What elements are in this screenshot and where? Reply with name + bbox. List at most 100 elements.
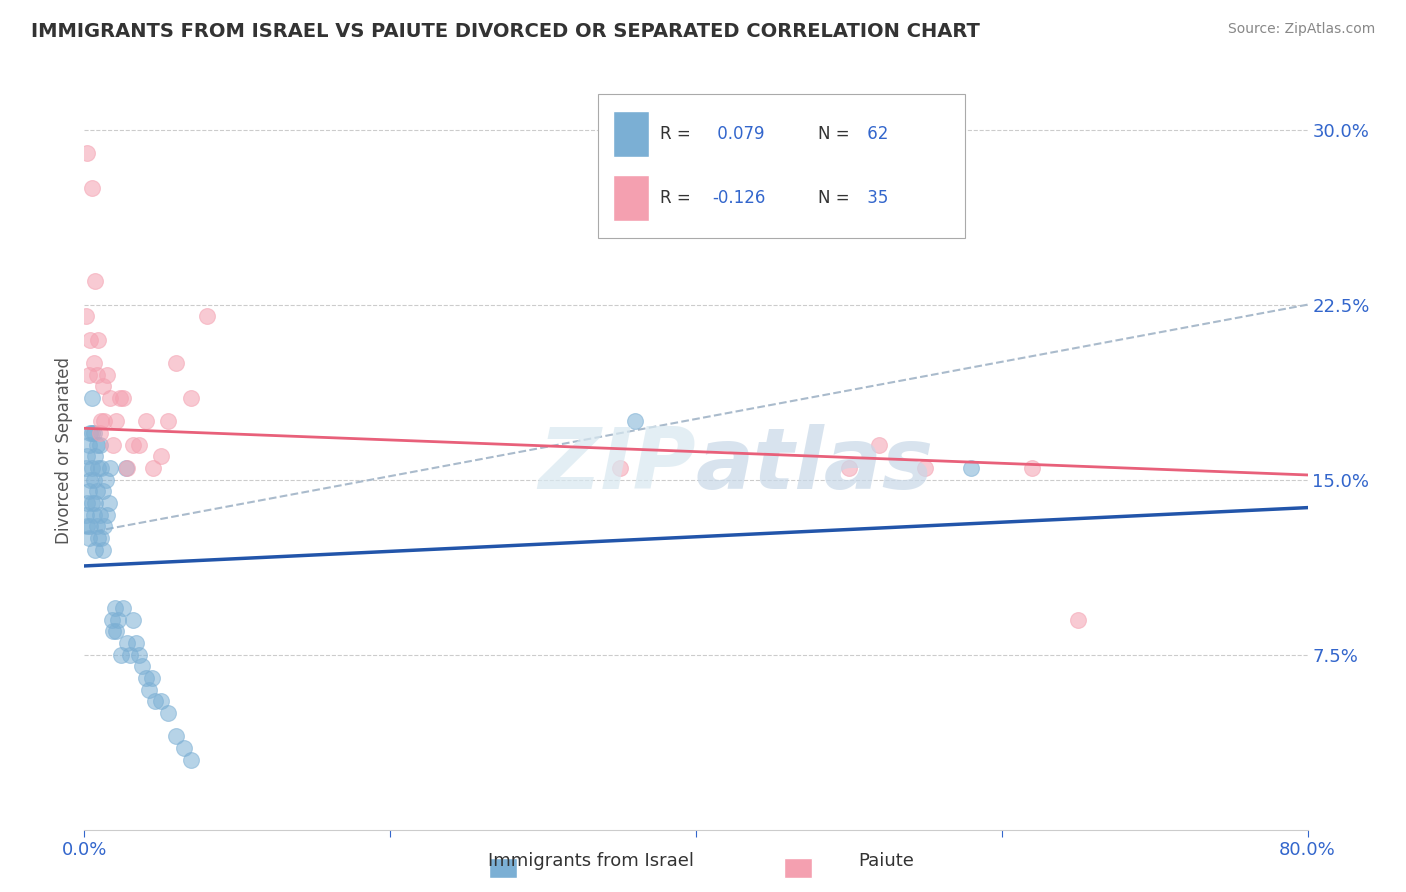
Point — [79, 473, 101, 487]
Point — [79, 333, 101, 347]
Point — [120, 648, 142, 662]
Point — [79, 519, 101, 533]
Point — [83, 473, 105, 487]
Point — [77, 368, 100, 382]
Point — [86, 437, 108, 451]
Point — [122, 437, 145, 451]
Point — [80, 425, 103, 440]
Point — [89, 508, 111, 522]
Point — [80, 181, 103, 195]
Point — [79, 425, 101, 440]
Point — [114, 461, 136, 475]
FancyBboxPatch shape — [489, 858, 517, 878]
Point — [93, 519, 115, 533]
Point — [128, 437, 150, 451]
Point — [195, 310, 218, 324]
Point — [86, 368, 108, 382]
Point — [93, 414, 115, 428]
Point — [87, 531, 110, 545]
Point — [86, 484, 108, 499]
Point — [96, 368, 118, 382]
Text: Source: ZipAtlas.com: Source: ZipAtlas.com — [1227, 22, 1375, 37]
Point — [84, 450, 107, 464]
Point — [76, 519, 98, 533]
Point — [91, 542, 114, 557]
FancyBboxPatch shape — [785, 858, 813, 878]
Point — [87, 333, 110, 347]
Point — [135, 414, 157, 428]
Point — [180, 753, 202, 767]
Point — [173, 740, 195, 755]
Point — [138, 682, 160, 697]
Point — [90, 531, 112, 545]
Point — [87, 461, 110, 475]
Point — [75, 310, 97, 324]
Point — [101, 613, 124, 627]
Point — [97, 496, 120, 510]
Point — [105, 414, 128, 428]
Point — [111, 601, 134, 615]
Point — [91, 484, 114, 499]
Point — [77, 437, 100, 451]
Point — [83, 425, 105, 440]
Point — [125, 636, 148, 650]
Point — [157, 414, 180, 428]
Point — [98, 391, 121, 405]
Point — [83, 356, 105, 370]
Point — [107, 613, 129, 627]
Point — [128, 648, 150, 662]
Point — [1067, 613, 1090, 627]
Point — [142, 461, 165, 475]
Point — [838, 461, 860, 475]
Point — [869, 437, 891, 451]
Point — [105, 624, 128, 639]
Text: IMMIGRANTS FROM ISRAEL VS PAIUTE DIVORCED OR SEPARATED CORRELATION CHART: IMMIGRANTS FROM ISRAEL VS PAIUTE DIVORCE… — [31, 22, 980, 41]
Point — [115, 636, 138, 650]
Point — [108, 391, 131, 405]
Point — [80, 391, 103, 405]
Point — [84, 542, 107, 557]
Point — [90, 414, 112, 428]
Point — [103, 437, 125, 451]
Point — [77, 484, 100, 499]
Point — [624, 414, 647, 428]
Point — [86, 519, 108, 533]
Point — [76, 146, 98, 161]
Point — [149, 694, 172, 708]
Point — [104, 601, 127, 615]
Point — [165, 729, 187, 743]
Point — [103, 624, 125, 639]
Point — [1021, 461, 1043, 475]
Point — [122, 613, 145, 627]
Point — [77, 531, 100, 545]
Point — [76, 496, 98, 510]
Point — [80, 461, 103, 475]
Point — [149, 450, 172, 464]
Point — [141, 671, 163, 685]
Point — [83, 508, 105, 522]
Point — [75, 508, 97, 522]
Point — [91, 379, 114, 393]
Point — [131, 659, 153, 673]
Point — [84, 274, 107, 288]
Point — [157, 706, 180, 720]
Point — [75, 461, 97, 475]
Point — [90, 461, 112, 475]
Point — [89, 425, 111, 440]
Point — [94, 473, 117, 487]
Point — [89, 437, 111, 451]
Point — [914, 461, 936, 475]
Point — [180, 391, 202, 405]
Text: Paiute: Paiute — [858, 852, 914, 870]
Point — [96, 508, 118, 522]
Point — [76, 450, 98, 464]
Text: Immigrants from Israel: Immigrants from Israel — [488, 852, 693, 870]
Point — [98, 461, 121, 475]
Point — [80, 496, 103, 510]
Text: ZIP: ZIP — [538, 424, 696, 508]
Point — [84, 496, 107, 510]
Point — [135, 671, 157, 685]
Point — [143, 694, 166, 708]
Point — [609, 461, 631, 475]
Point — [115, 461, 138, 475]
